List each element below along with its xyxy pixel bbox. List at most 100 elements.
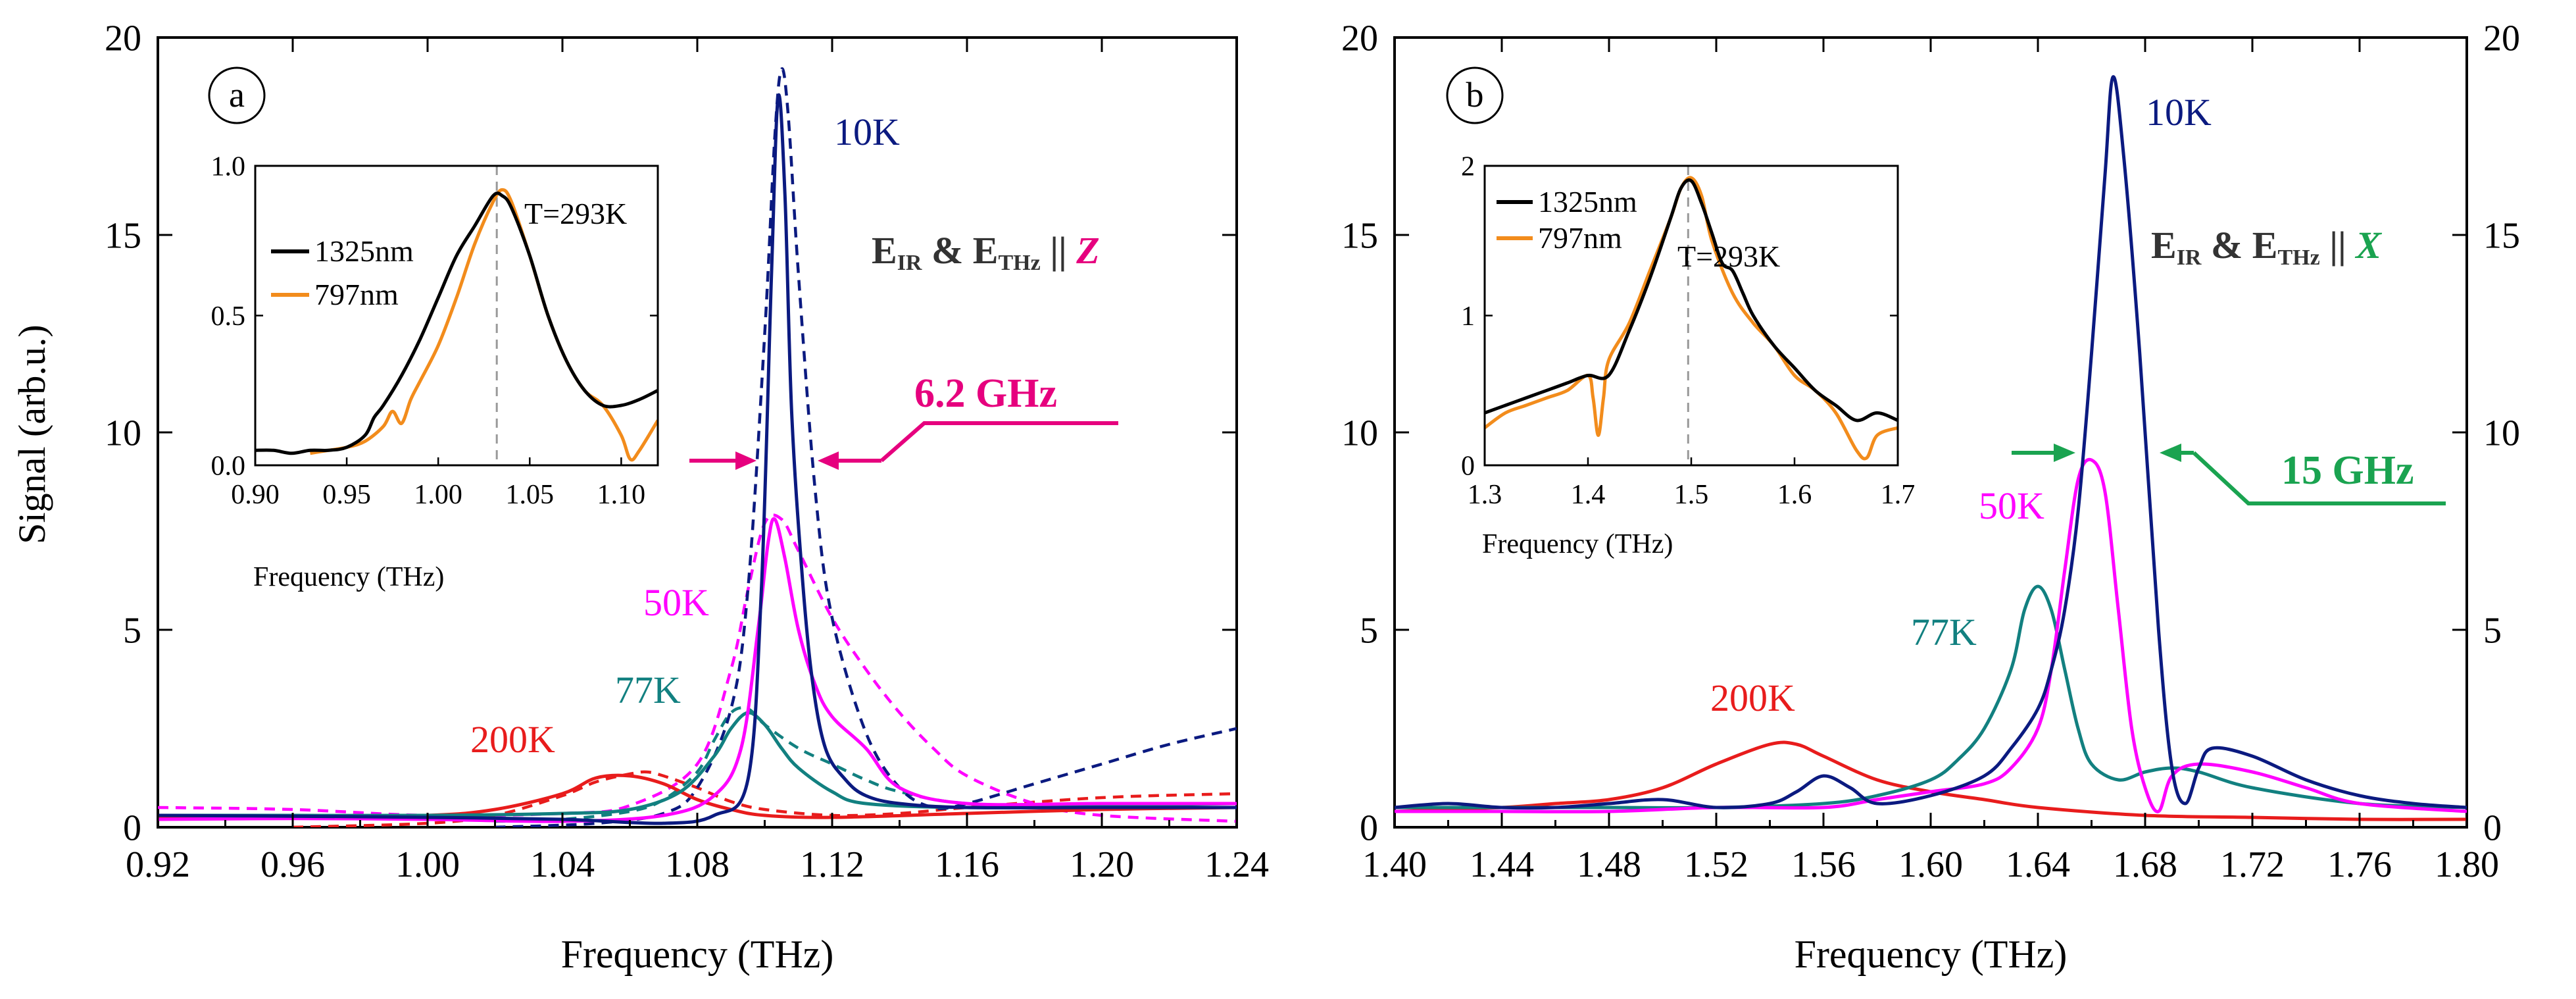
panel-a-ytick-label: 20 (105, 18, 141, 59)
panel-b-ytick-label-right: 15 (2483, 216, 2520, 257)
panel-a-ytick-label: 15 (105, 216, 141, 257)
inset-a-temp: T=293K (524, 197, 627, 230)
y-axis-label: Signal (arb.u.) (11, 324, 53, 544)
inset-ticks-a: 0.90 0.95 1.00 1.05 1.10 0.0 0.5 1.0 (211, 152, 658, 510)
series-label-200k-b: 200K (1710, 677, 1795, 719)
panel-b-ytick-label: 10 (1341, 413, 1378, 454)
panel-b-xtick-label: 1.68 (2113, 844, 2177, 885)
panel-b-plot-area (1395, 75, 2467, 821)
panel-b: 1.40 1.44 1.48 1.52 1.56 1.60 1.64 1.68 1.72 1.76… (1341, 18, 2520, 976)
linewidth-marker-a (689, 421, 1118, 470)
inset-b-xtick-label: 1.5 (1674, 480, 1709, 510)
annot-par-b: || (2320, 224, 2356, 267)
linewidth-arrowhead-left-b (2054, 444, 2075, 462)
series-label-77k-b: 77K (1911, 611, 1977, 653)
polarization-annotation-b: EIR & ETHz || X (2151, 224, 2382, 270)
panel-a-xtick-label: 1.24 (1204, 844, 1269, 885)
inset-b: 1.3 1.4 1.5 1.6 1.7 0 1 2 T=293K 1325nm 797nm F… (1461, 152, 1915, 559)
annot-s2-a: THz (998, 251, 1040, 275)
inset-b-bg (1485, 166, 1898, 465)
inset-b-legend-1325: 1325nm (1538, 185, 1637, 218)
panel-b-xtick-label: 1.72 (2220, 844, 2285, 885)
inset-b-xtick-label: 1.4 (1571, 480, 1606, 510)
inset-a-xtick-label: 0.90 (231, 480, 280, 510)
panel-b-series-200k (1395, 740, 2467, 821)
panel-a-xtick-label: 1.08 (665, 844, 730, 885)
annot-s1-a: IR (897, 251, 922, 275)
panel-label-circle-b (1446, 66, 1504, 124)
panel-label-b: b (1466, 75, 1484, 115)
inset-a-ytick-label: 0.5 (211, 301, 246, 332)
panel-a-xtick-label: 1.20 (1070, 844, 1134, 885)
linewidth-arrowhead-right-a (818, 451, 839, 470)
inset-b-ytick-label: 2 (1461, 152, 1475, 182)
inset-b-legend-797: 797nm (1538, 221, 1622, 255)
panel-b-ytick-label-right: 5 (2483, 611, 2502, 652)
panel-a: 0.92 0.96 1.00 1.04 1.08 1.12 1.16 1.20 1.24 0 5 10… (11, 18, 1269, 976)
inset-ticks-b: 1.3 1.4 1.5 1.6 1.7 0 1 2 (1461, 152, 1915, 510)
panel-a-xtick-label: 1.12 (800, 844, 864, 885)
panel-b-ytick-label: 15 (1341, 216, 1378, 257)
panel-a-xtick-label: 0.96 (260, 844, 325, 885)
ticks-group-b: 1.40 1.44 1.48 1.52 1.56 1.60 1.64 1.68 1.72 1.76… (1341, 18, 2520, 885)
series-label-10k-b: 10K (2146, 91, 2212, 134)
panel-b-ytick-label: 20 (1341, 18, 1378, 59)
inset-a-xtick-label: 0.95 (322, 480, 371, 510)
inset-b-ytick-label: 0 (1461, 451, 1475, 482)
series-label-10k-a: 10K (834, 111, 900, 153)
panel-b-xtick-label: 1.40 (1362, 844, 1427, 885)
annot-s1-b: IR (2177, 245, 2202, 270)
inset-a-xtick-label: 1.00 (414, 480, 462, 510)
panel-label-circle-a (208, 66, 266, 124)
series-label-50k-b: 50K (1979, 484, 2044, 527)
annot-s2-b: THz (2277, 245, 2319, 270)
annot-amp-a: & E (922, 229, 998, 272)
inset-a-legend-797: 797nm (314, 278, 399, 311)
panel-b-xtick-label: 1.56 (1791, 844, 1856, 885)
linewidth-marker-b (2012, 444, 2446, 505)
inset-a-xlabel: Frequency (THz) (253, 562, 444, 592)
inset-a-plot-area (255, 166, 658, 465)
panel-a-series-10k (158, 93, 1237, 825)
inset-a-ytick-label: 1.0 (211, 152, 246, 182)
panel-a-ytick-label: 10 (105, 413, 141, 454)
panel-b-ytick-label: 5 (1360, 611, 1378, 652)
linewidth-arrowhead-left-a (735, 451, 756, 470)
series-label-50k-a: 50K (643, 581, 709, 624)
inset-b-xtick-label: 1.6 (1777, 480, 1812, 510)
series-label-200k-a: 200K (470, 718, 555, 761)
linewidth-arrowhead-right-b (2160, 444, 2181, 462)
inset-a-xtick-label: 1.05 (506, 480, 555, 510)
panel-b-ytick-label-right: 0 (2483, 808, 2502, 849)
inset-a-xtick-label: 1.10 (597, 480, 646, 510)
panel-b-xtick-label: 1.48 (1577, 844, 1641, 885)
inset-b-xtick-label: 1.7 (1881, 480, 1916, 510)
panel-b-ytick-label: 0 (1360, 808, 1378, 849)
panel-b-series-10k (1395, 75, 2467, 810)
panel-a-xtick-label: 0.92 (126, 844, 190, 885)
inset-series-b (1485, 166, 1898, 465)
inset-series-a (255, 166, 658, 465)
polarization-annotation-a: EIR & ETHz || Z (872, 229, 1100, 275)
inset-b-temp: T=293K (1677, 240, 1780, 273)
inset-b-ytick-label: 1 (1461, 301, 1475, 332)
series-group-b (1395, 75, 2467, 821)
panel-b-xtick-label: 1.64 (2006, 844, 2070, 885)
inset-a: 0.90 0.95 1.00 1.05 1.10 0.0 0.5 1.0 T=293K 132… (211, 152, 659, 592)
series-label-77k-a: 77K (615, 669, 681, 711)
annot-par-a: || (1041, 229, 1077, 272)
annot-axis-b: X (2354, 224, 2382, 267)
linewidth-leader-b (2192, 451, 2446, 505)
panel-b-xtick-label: 1.44 (1470, 844, 1534, 885)
linewidth-label-b: 15 GHz (2281, 448, 2414, 493)
annot-e1-a: E (872, 229, 897, 272)
panel-a-ytick-label: 5 (123, 611, 141, 652)
inset-a-bg (255, 166, 658, 465)
inset-a-ytick-label: 0.0 (211, 451, 246, 482)
panel-a-ytick-label: 0 (123, 808, 141, 849)
x-axis-label-b: Frequency (THz) (1795, 933, 2068, 976)
inset-b-series-1325nm (1485, 178, 1898, 423)
panel-label-a: a (229, 75, 245, 115)
panel-a-series-50k (158, 517, 1237, 823)
inset-b-plot-area (1485, 166, 1898, 465)
